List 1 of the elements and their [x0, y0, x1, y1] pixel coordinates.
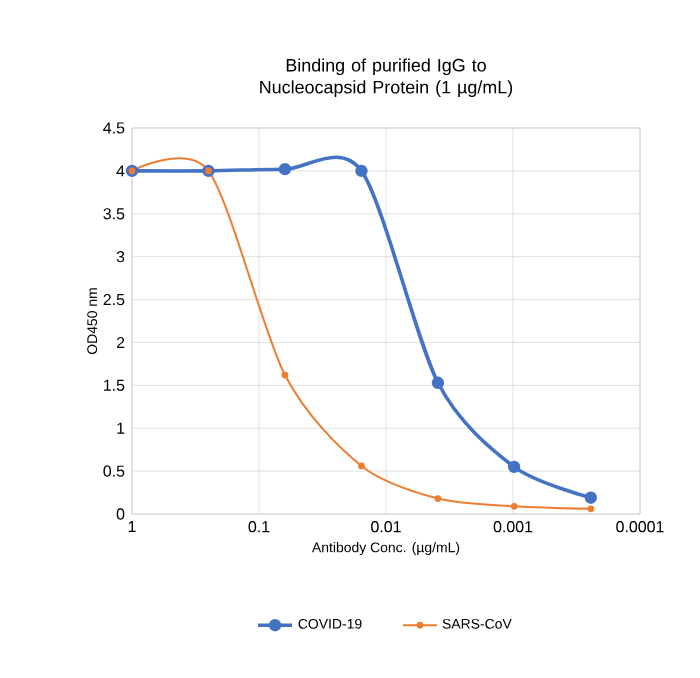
- chart-title: Binding of purified IgG to Nucleocapsid Protein (1 µg/mL): [260, 58, 513, 98]
